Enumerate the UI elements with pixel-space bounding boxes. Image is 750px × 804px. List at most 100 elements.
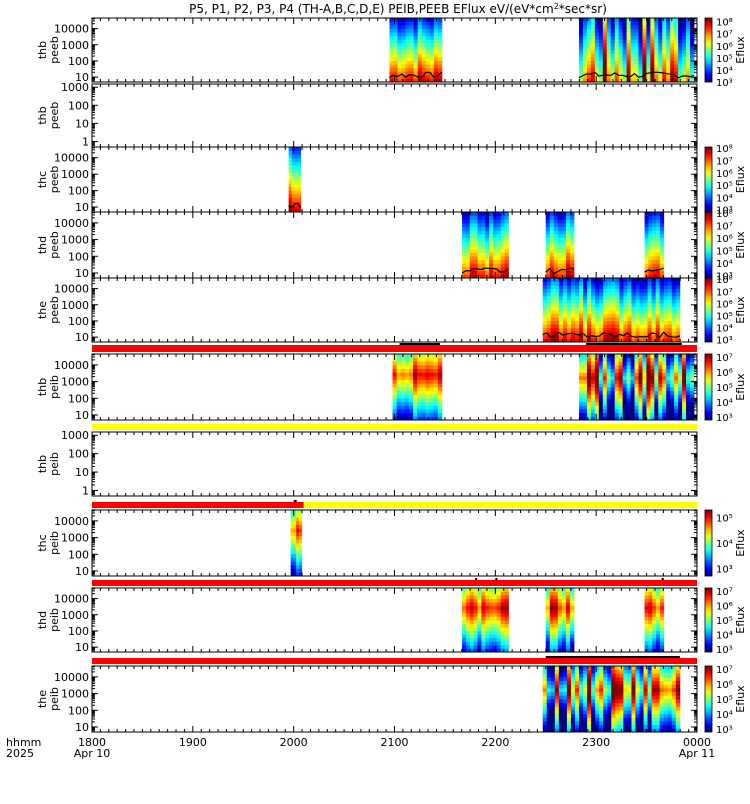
spectrogram-cell: [474, 219, 478, 223]
spectrogram-cell: [666, 387, 670, 391]
spectrogram-cell: [413, 391, 418, 395]
spectrogram-cell: [627, 361, 631, 365]
spectrogram-cell: [462, 620, 466, 624]
spectrogram-cell: [619, 361, 623, 365]
spectrogram-cell: [497, 212, 501, 216]
spectrogram-cell: [397, 398, 402, 402]
spectrogram-cell: [583, 413, 587, 417]
spectrogram-cell: [414, 64, 418, 68]
spectrogram-cell: [567, 321, 571, 325]
spectrogram-cell: [501, 631, 505, 635]
spectrogram-cell: [650, 64, 654, 68]
spectrogram-cell: [603, 289, 607, 293]
spectrogram-cell: [422, 32, 426, 36]
spectrogram-cell: [405, 369, 410, 373]
spectrogram-cell: [478, 260, 482, 264]
spectrogram-cell: [505, 616, 509, 620]
spectrogram-cell: [417, 387, 422, 391]
spectrogram-cell: [559, 282, 563, 286]
spectrogram-cell: [438, 61, 442, 65]
spectrogram-cell: [678, 391, 682, 395]
spectrogram-segment: [389, 18, 442, 82]
spectrogram-cell: [660, 328, 664, 332]
spectrogram-cell: [583, 310, 587, 314]
spectrogram-cell: [686, 365, 690, 369]
spectrogram-cell: [640, 314, 644, 318]
spectrogram-cell: [550, 212, 554, 216]
spectrogram-cell: [631, 372, 635, 376]
spectrogram-cell: [648, 263, 652, 267]
spectrogram-cell: [554, 260, 558, 264]
spectrogram-cell: [547, 324, 551, 328]
spectrogram-cell: [489, 241, 493, 245]
spectrogram-cell: [595, 328, 599, 332]
spectrogram-cell: [682, 25, 686, 29]
spectrogram-cell: [470, 631, 474, 635]
spectrogram-cell: [690, 383, 694, 387]
spectrogram-cell: [481, 223, 485, 227]
spectrogram-cell: [438, 394, 443, 398]
spectrogram-cell: [607, 36, 611, 40]
spectrogram-cell: [406, 57, 410, 61]
spectrogram-cell: [648, 230, 652, 234]
spectrogram-cell: [422, 57, 426, 61]
spectrogram-cell: [295, 147, 298, 151]
spectrogram-cell: [635, 32, 639, 36]
spectrogram-cell: [652, 314, 656, 318]
spectrogram-cell: [583, 32, 587, 36]
spectrogram-cell: [409, 402, 414, 406]
spectrogram-cell: [438, 22, 442, 26]
spectrogram-cell: [640, 278, 644, 282]
spectrogram-cell: [646, 394, 650, 398]
spectrogram-cell: [690, 64, 694, 68]
spectrogram-cell: [567, 282, 571, 286]
spectrogram-cell: [619, 36, 623, 40]
spectrogram-cell: [575, 303, 579, 307]
spectrogram-cell: [501, 256, 505, 260]
colorbar-label: Eflux: [734, 165, 747, 193]
spectrogram-cell: [562, 624, 566, 628]
spectrogram-cell: [595, 306, 599, 310]
spectrogram-cell: [405, 402, 410, 406]
spectrogram-cell: [662, 394, 666, 398]
spectrogram-cell: [546, 216, 550, 220]
spectrogram-cell: [591, 29, 595, 33]
spectrogram-cell: [599, 57, 603, 61]
spectrogram-cell: [648, 299, 652, 303]
spectrogram-cell: [554, 609, 558, 613]
spectrogram-cell: [570, 595, 574, 599]
spectrogram-cell: [664, 306, 668, 310]
spectrogram-cell: [650, 22, 654, 26]
spectrogram-cell: [558, 609, 562, 613]
spectrogram-cell: [686, 394, 690, 398]
spectrogram-cell: [648, 219, 652, 223]
spectrogram-cell: [664, 282, 668, 286]
spectrogram-cell: [547, 317, 551, 321]
spectrogram-cell: [591, 25, 595, 29]
spectrogram-cell: [583, 314, 587, 318]
spectrogram-cell: [642, 50, 646, 54]
spectrogram-cell: [583, 289, 587, 293]
spectrogram-cell: [674, 46, 678, 50]
spectrogram-cell: [623, 354, 627, 358]
spectrogram-cell: [551, 296, 555, 300]
spectrogram-cell: [686, 402, 690, 406]
spectrogram-cell: [291, 528, 294, 532]
spectrogram-cell: [501, 638, 505, 642]
spectrogram-cell: [652, 241, 656, 245]
spectrogram-cell: [664, 278, 668, 282]
spectrogram-cell: [493, 241, 497, 245]
spectrogram-cell: [501, 219, 505, 223]
spectrogram-cell: [414, 50, 418, 54]
spectrogram-cell: [575, 285, 579, 289]
spectrogram-cell: [558, 606, 562, 610]
spectrogram-cell: [295, 205, 298, 209]
spectrogram-cell: [417, 376, 422, 380]
spectrogram-cell: [686, 387, 690, 391]
spectrogram-cell: [438, 54, 442, 58]
spectrogram-cell: [554, 227, 558, 231]
spectrogram-cell: [652, 606, 656, 610]
spectrogram-cell: [650, 394, 654, 398]
spectrogram-cell: [397, 391, 402, 395]
spectrogram-cell: [627, 383, 631, 387]
